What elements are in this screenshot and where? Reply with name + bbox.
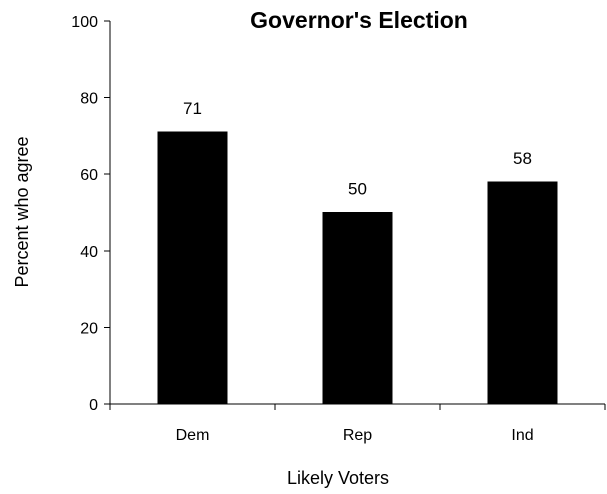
bars-layer [157, 131, 558, 405]
chart-title: Governor's Election [250, 7, 468, 33]
bar-rep [322, 212, 393, 405]
x-tick-label-rep: Rep [343, 427, 372, 444]
data-label-ind: 58 [513, 149, 532, 168]
y-axis-label: Percent who agree [12, 136, 32, 287]
y-tick-label: 40 [80, 244, 98, 261]
data-label-dem: 71 [183, 99, 202, 118]
bar-dem [157, 131, 228, 405]
y-tick-label: 80 [80, 91, 98, 108]
y-tick-label: 100 [71, 14, 98, 31]
data-labels-layer: 71 50 58 [183, 99, 532, 198]
x-tick-label-ind: Ind [511, 427, 533, 444]
y-tick-label: 20 [80, 320, 98, 337]
data-label-rep: 50 [348, 180, 367, 199]
x-ticks-layer: Dem Rep Ind [109, 404, 606, 444]
bar-ind [487, 181, 558, 405]
y-ticks-layer: 0 20 40 60 80 100 [71, 14, 110, 414]
y-tick-label: 60 [80, 167, 98, 184]
y-tick-label: 0 [89, 397, 98, 414]
x-axis-label: Likely Voters [287, 468, 389, 488]
x-tick-label-dem: Dem [176, 427, 210, 444]
